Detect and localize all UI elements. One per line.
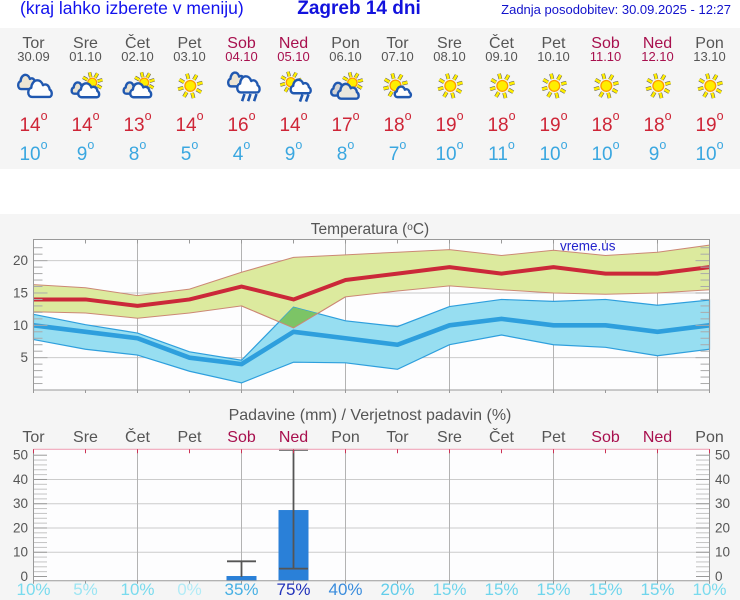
svg-text:75%: 75% bbox=[276, 580, 310, 599]
svg-text:15%: 15% bbox=[588, 580, 622, 599]
svg-text:10: 10 bbox=[13, 318, 28, 333]
svg-text:20%: 20% bbox=[380, 580, 414, 599]
svg-text:Temperatura (oC): Temperatura (oC) bbox=[311, 221, 429, 238]
svg-text:Pet: Pet bbox=[541, 429, 566, 446]
svg-text:50: 50 bbox=[715, 448, 730, 463]
svg-text:vreme.us: vreme.us bbox=[560, 239, 616, 254]
svg-text:40: 40 bbox=[13, 472, 28, 487]
svg-text:30: 30 bbox=[715, 496, 730, 511]
svg-text:10%: 10% bbox=[120, 580, 154, 599]
svg-text:Tor: Tor bbox=[22, 429, 45, 446]
svg-text:10%: 10% bbox=[692, 580, 726, 599]
svg-text:Tor: Tor bbox=[386, 429, 409, 446]
svg-text:15%: 15% bbox=[640, 580, 674, 599]
svg-text:35%: 35% bbox=[224, 580, 258, 599]
svg-text:50: 50 bbox=[13, 448, 28, 463]
svg-text:10: 10 bbox=[13, 545, 28, 560]
svg-text:Pet: Pet bbox=[177, 429, 202, 446]
svg-text:Čet: Čet bbox=[489, 427, 514, 446]
svg-text:Pon: Pon bbox=[331, 429, 359, 446]
svg-text:15: 15 bbox=[13, 285, 28, 300]
svg-text:20: 20 bbox=[715, 520, 730, 535]
svg-text:Ned: Ned bbox=[643, 429, 672, 446]
svg-text:20: 20 bbox=[13, 520, 28, 535]
svg-text:Padavine (mm) / Verjetnost pad: Padavine (mm) / Verjetnost padavin (%) bbox=[229, 407, 512, 424]
svg-text:20: 20 bbox=[13, 253, 28, 268]
svg-text:0: 0 bbox=[715, 569, 723, 584]
svg-text:Ned: Ned bbox=[279, 429, 308, 446]
svg-text:Sob: Sob bbox=[591, 429, 620, 446]
svg-text:Pon: Pon bbox=[695, 429, 723, 446]
svg-text:0: 0 bbox=[20, 569, 28, 584]
svg-text:Sre: Sre bbox=[437, 429, 462, 446]
svg-text:15%: 15% bbox=[484, 580, 518, 599]
svg-text:10: 10 bbox=[715, 545, 730, 560]
svg-text:40: 40 bbox=[715, 472, 730, 487]
svg-text:15%: 15% bbox=[536, 580, 570, 599]
svg-text:5: 5 bbox=[20, 350, 28, 365]
svg-text:15%: 15% bbox=[432, 580, 466, 599]
svg-text:Čet: Čet bbox=[125, 427, 150, 446]
svg-text:10%: 10% bbox=[16, 580, 50, 599]
svg-text:30: 30 bbox=[13, 496, 28, 511]
svg-text:40%: 40% bbox=[328, 580, 362, 599]
svg-text:Sre: Sre bbox=[73, 429, 98, 446]
svg-text:0%: 0% bbox=[177, 580, 202, 599]
svg-text:5%: 5% bbox=[73, 580, 98, 599]
svg-text:Sob: Sob bbox=[227, 429, 256, 446]
